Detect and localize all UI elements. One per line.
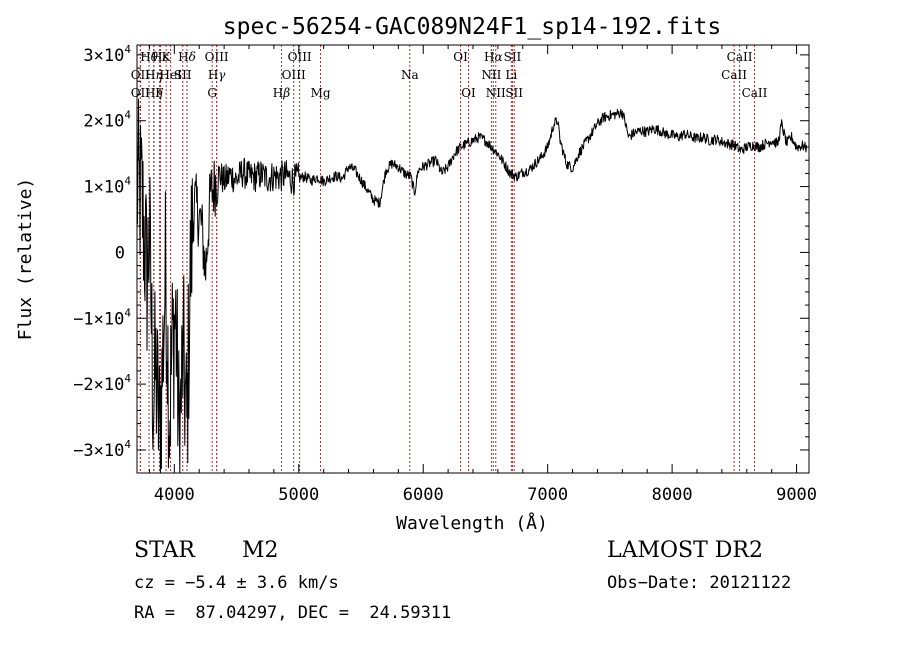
line-label: G [207,86,217,100]
line-label: CaII [742,86,768,100]
line-label: Mg [311,86,331,100]
plot-frame [136,44,810,474]
line-label: CaII [721,68,747,82]
coordinates-ra-dec: RA = 87.04297, DEC = 24.59311 [134,603,452,623]
object-class: STAR [134,538,195,563]
redshift-cz: cz = −5.4 ± 3.6 km/s [134,573,339,593]
x-tick-label: 7000 [527,485,568,505]
line-label: Na [401,68,419,82]
line-label: Hη [145,86,163,100]
line-label: OI [453,50,468,64]
line-label: NII [481,68,501,82]
line-label: OII [131,86,151,100]
line-label: HeI [159,68,182,82]
line-label: Hδ [178,50,196,64]
y-tick-label: 3×104 [83,43,131,66]
line-label: OI [461,86,476,100]
observation-date: Obs−Date: 20121122 [607,573,792,593]
object-subclass: M2 [242,538,279,563]
spectrum-line [136,98,807,474]
x-axis-label: Wavelength (Å) [396,512,548,534]
line-label: Hθ [140,50,158,64]
emission-line-markers [139,45,755,473]
y-tick-label: 0 [115,243,125,263]
x-tick-label: 9000 [776,485,817,505]
survey-name: LAMOST DR2 [607,538,763,563]
y-tick-label: 2×104 [83,109,131,132]
x-tick-label: 6000 [403,485,444,505]
line-label: NII [486,86,506,100]
line-label: K [162,50,172,64]
y-tick-label: 1×104 [83,175,131,198]
line-label: CaII [727,50,753,64]
line-label: SII [504,50,522,64]
x-tick-label: 8000 [652,485,693,505]
line-label: SII [505,86,523,100]
line-label: OII [131,68,151,82]
line-label: Li [505,68,517,82]
line-label: F [155,86,163,100]
line-label: Hη [145,68,163,82]
line-label: Hβ [273,86,290,100]
y-axis-ticks: 3×104 2×104 1×104 0 −1×104 −2×104 −3×104 [73,43,809,461]
x-tick-label: 4000 [154,485,195,505]
line-label: Hα [484,50,503,64]
line-label: Hε [152,50,169,64]
y-axis-label: Flux (relative) [15,178,36,341]
x-axis-ticks: 4000 5000 6000 7000 8000 9000 [148,45,817,505]
line-label: OIII [282,68,306,82]
line-label: OIII [205,50,229,64]
x-tick-label: 5000 [278,485,319,505]
chart-title: spec-56254-GAC089N24F1_sp14-192.fits [223,14,722,40]
line-label: OIII [288,50,312,64]
y-tick-label: −3×104 [73,438,131,461]
y-tick-label: −1×104 [73,306,131,329]
y-tick-label: −2×104 [73,372,131,395]
line-label: SII [174,68,192,82]
line-label: Hγ [208,68,226,82]
